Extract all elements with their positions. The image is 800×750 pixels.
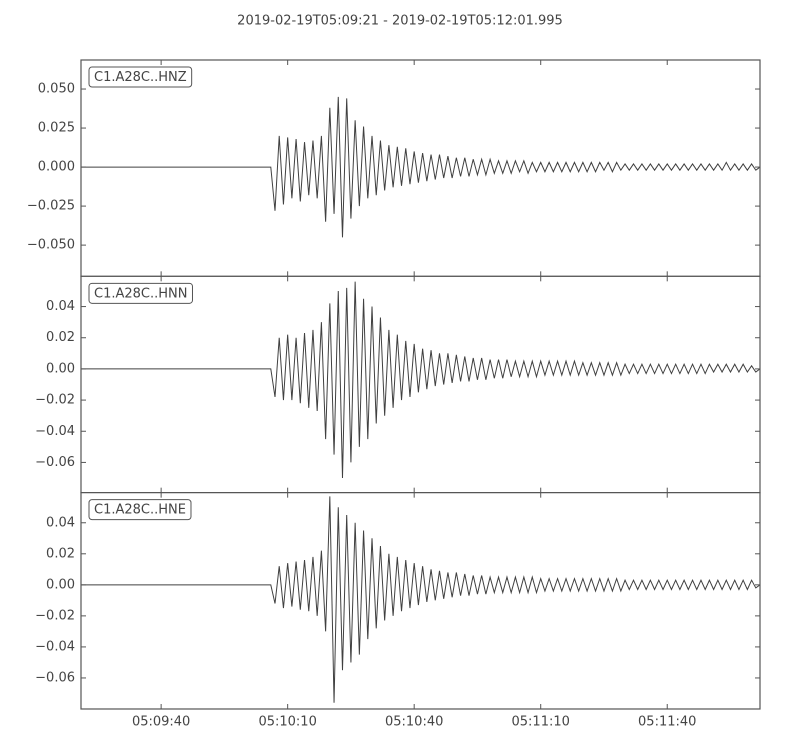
trace-label: C1.A28C..HNE	[94, 503, 186, 518]
panel-background	[81, 492, 760, 709]
trace-label-box	[88, 282, 193, 304]
y-tick-label: −0.050	[27, 238, 75, 253]
y-tick-label: −0.025	[27, 199, 75, 214]
y-tick-label: 0.04	[46, 515, 75, 530]
y-tick-label: 0.04	[46, 299, 75, 314]
chart-title: 2019-02-19T05:09:21 - 2019-02-19T05:12:0…	[237, 14, 563, 29]
trace-label: C1.A28C..HNN	[94, 286, 187, 301]
y-tick-label: 0.02	[46, 546, 75, 561]
panel-background	[81, 276, 760, 493]
y-tick-label: 0.000	[38, 160, 75, 175]
y-tick-label: 0.025	[38, 121, 75, 136]
waveform	[81, 96, 761, 238]
x-tick-label: 05:11:10	[512, 714, 570, 729]
waveform	[81, 496, 761, 703]
y-tick-label: −0.06	[35, 455, 75, 470]
panel-frame	[80, 492, 761, 710]
x-tick-label: 05:10:10	[258, 714, 316, 729]
x-tick-label: 05:11:40	[638, 714, 696, 729]
y-tick-label: 0.050	[38, 82, 75, 97]
y-tick-label: −0.02	[35, 393, 75, 408]
waveform	[81, 281, 761, 479]
y-tick-label: 0.00	[46, 577, 75, 592]
y-tick-label: 0.00	[46, 361, 75, 376]
y-tick-label: −0.06	[35, 670, 75, 685]
trace-label-box	[88, 499, 192, 521]
x-tick-label: 05:09:40	[132, 714, 190, 729]
y-tick-label: −0.04	[35, 424, 75, 439]
x-tick-label: 05:10:40	[385, 714, 443, 729]
trace-label-box	[88, 66, 193, 88]
y-tick-label: −0.02	[35, 608, 75, 623]
y-tick-label: −0.04	[35, 639, 75, 654]
trace-label: C1.A28C..HNZ	[94, 70, 187, 85]
y-tick-label: 0.02	[46, 330, 75, 345]
